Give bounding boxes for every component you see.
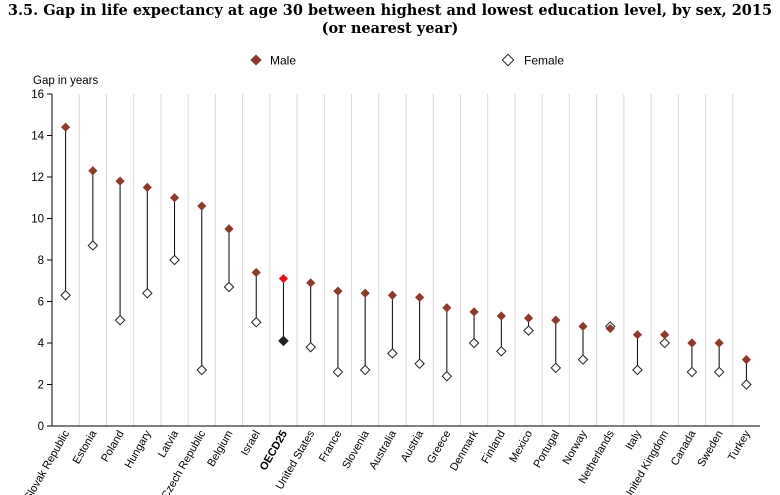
female-marker [332, 366, 344, 378]
male-marker [387, 290, 397, 300]
female-marker [414, 358, 425, 370]
x-tick-label: France [317, 429, 345, 465]
legend-male-label: Male [270, 54, 296, 68]
x-tick-label: Canada [669, 428, 699, 468]
female-marker [60, 289, 71, 301]
male-marker [169, 193, 180, 203]
x-tick-label: Finland [479, 429, 507, 466]
category-separators [78, 94, 734, 426]
female-marker [713, 366, 725, 378]
female-marker [196, 364, 208, 376]
female-marker [114, 314, 126, 326]
male-marker [469, 307, 479, 317]
x-tick-label: Australia [367, 428, 399, 472]
male-marker [197, 201, 207, 211]
male-marker [306, 278, 316, 288]
x-tick-label: Greece [425, 429, 453, 466]
x-tick-label: Estonia [71, 428, 100, 467]
female-markers [60, 240, 752, 390]
female-marker [387, 348, 398, 359]
male-marker [115, 176, 125, 186]
legend-female-marker [501, 53, 515, 67]
female-marker [550, 362, 562, 374]
x-tick-label: Poland [99, 429, 127, 465]
female-marker [250, 316, 262, 328]
x-tick-label: Norway [561, 428, 590, 467]
female-marker [686, 366, 698, 378]
male-marker [442, 303, 452, 313]
male-marker [61, 122, 71, 132]
y-tick-label: 10 [31, 214, 44, 226]
male-marker [551, 315, 561, 325]
male-marker [415, 292, 425, 302]
female-marker [278, 335, 289, 347]
male-marker [224, 224, 234, 234]
y-tick-label: 12 [31, 172, 44, 184]
y-axis-label: Gap in years [33, 75, 98, 87]
x-tick-label: Latvia [156, 428, 182, 460]
male-marker [741, 355, 751, 365]
x-tick-label: Slovak Republic [22, 428, 72, 495]
x-tick-label: Hungary [123, 428, 154, 470]
female-marker [741, 379, 752, 390]
female-marker [169, 254, 180, 266]
male-marker [251, 267, 261, 278]
y-axis: 0 2 4 6 8 10 12 14 16 [31, 89, 52, 433]
x-tick-label: Austria [399, 428, 427, 464]
male-marker [496, 311, 506, 321]
chart-title-line-2: (or nearest year) [321, 20, 459, 37]
female-marker [496, 345, 507, 357]
female-marker [523, 325, 534, 336]
x-tick-label: Belgium [205, 429, 235, 469]
male-marker [333, 286, 343, 296]
female-marker [659, 337, 670, 349]
y-tick-label: 16 [31, 89, 44, 101]
female-marker [577, 354, 589, 365]
male-marker [278, 274, 289, 284]
legend: Male Female [250, 54, 564, 68]
male-markers [61, 122, 751, 365]
female-marker [142, 287, 153, 299]
x-tick-label: Israel [239, 429, 263, 458]
female-marker [87, 240, 99, 251]
male-marker [632, 330, 643, 340]
y-tick-label: 14 [31, 131, 44, 143]
male-marker [714, 338, 724, 348]
x-tick-label: Mexico [507, 429, 535, 465]
y-tick-label: 0 [38, 421, 44, 433]
male-marker [523, 313, 534, 323]
x-tick-label: Italy [624, 428, 645, 452]
male-marker [660, 330, 670, 340]
male-marker [88, 166, 98, 176]
male-marker [687, 338, 697, 348]
legend-male-marker [250, 54, 262, 66]
x-tick-label: Turkey [726, 428, 753, 463]
x-tick-label: Sweden [695, 429, 725, 469]
male-marker [605, 323, 615, 334]
chart-title-line-1: 3.5. Gap in life expectancy at age 30 be… [7, 2, 773, 19]
female-marker [441, 370, 453, 382]
legend-female-label: Female [524, 54, 564, 68]
female-marker [223, 281, 235, 293]
chart-title: 3.5. Gap in life expectancy at age 30 be… [0, 2, 780, 38]
y-tick-label: 4 [38, 338, 45, 350]
female-marker [468, 337, 480, 349]
y-tick-label: 2 [38, 380, 44, 392]
male-marker [578, 321, 588, 331]
y-tick-label: 6 [38, 297, 44, 309]
y-tick-label: 8 [38, 255, 44, 267]
male-marker [360, 288, 370, 298]
female-marker [359, 364, 371, 376]
female-marker [632, 364, 643, 376]
female-marker [305, 341, 316, 353]
x-tick-label: Portugal [531, 429, 562, 470]
male-marker [142, 182, 152, 192]
